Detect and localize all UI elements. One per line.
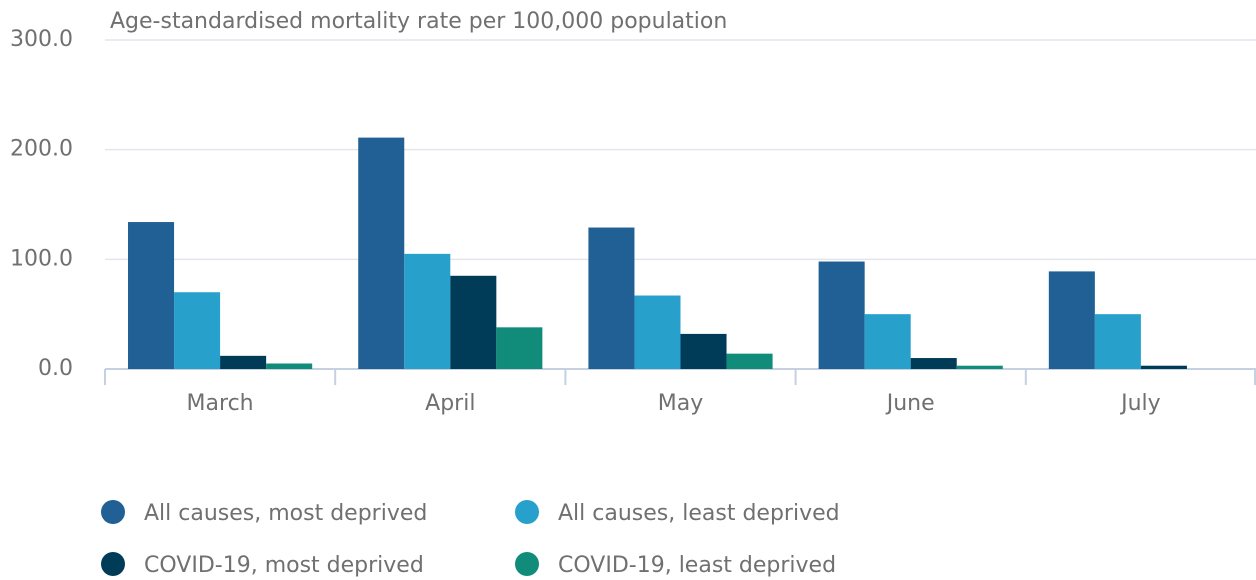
legend-label: COVID-19, most deprived (144, 553, 424, 578)
x-tick-label: July (1119, 391, 1161, 416)
bar (496, 327, 543, 369)
bar (818, 261, 865, 369)
y-tick-label: 0.0 (38, 356, 73, 381)
x-tick-label: April (425, 391, 475, 416)
x-tick-label: May (658, 391, 703, 416)
legend-label: All causes, least deprived (558, 501, 840, 526)
y-tick-label: 300.0 (10, 27, 73, 52)
legend-marker (515, 552, 539, 576)
bar (1048, 271, 1095, 369)
y-tick-label: 100.0 (10, 246, 73, 271)
legend-label: All causes, most deprived (144, 501, 427, 526)
legend-marker (101, 552, 125, 576)
bar (910, 358, 957, 369)
x-tick-label: March (187, 391, 254, 416)
bar (358, 137, 405, 369)
bar (864, 314, 911, 369)
bar (1140, 365, 1187, 369)
x-tick-label: June (885, 391, 935, 416)
bar (266, 363, 313, 369)
bar (680, 333, 727, 369)
bar (128, 222, 175, 369)
bar (634, 295, 681, 369)
legend-marker (101, 500, 125, 524)
bar (588, 227, 635, 369)
bar (956, 365, 1003, 369)
bar (450, 275, 497, 369)
legend-marker (515, 500, 539, 524)
bar (220, 355, 267, 369)
bar (726, 353, 773, 369)
bar (1094, 314, 1141, 369)
bar (404, 253, 451, 369)
bar (174, 292, 221, 369)
chart-title: Age-standardised mortality rate per 100,… (110, 9, 727, 34)
y-tick-label: 200.0 (10, 137, 73, 162)
legend-label: COVID-19, least deprived (558, 553, 836, 578)
